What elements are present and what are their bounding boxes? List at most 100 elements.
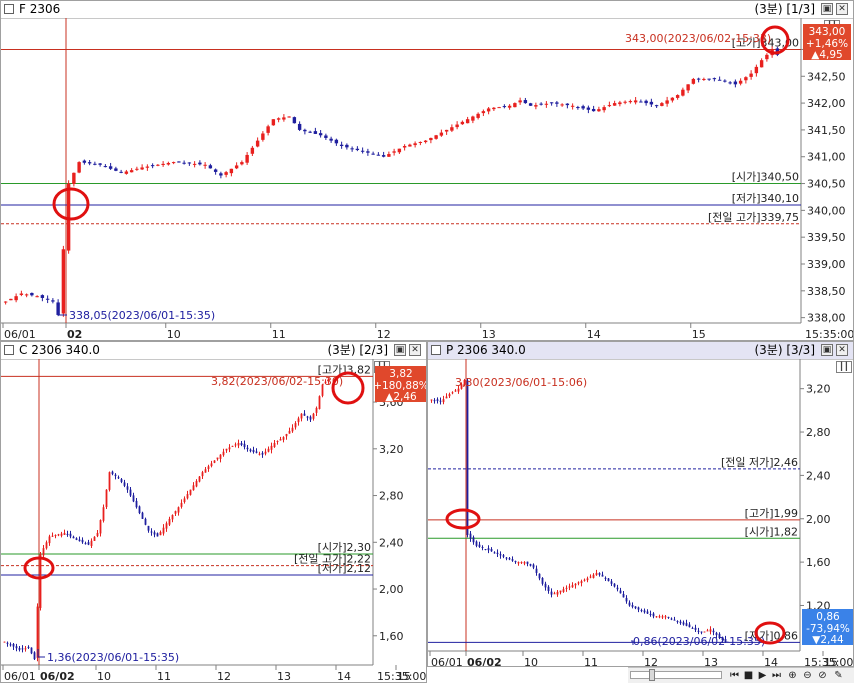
candle-body bbox=[51, 300, 55, 302]
close-icon[interactable]: ✕ bbox=[409, 344, 421, 356]
candle-body bbox=[387, 154, 391, 157]
candle-body bbox=[297, 418, 300, 423]
play-right-icon[interactable]: ▶ bbox=[758, 670, 767, 681]
candle-body bbox=[463, 380, 466, 385]
candle-body bbox=[493, 552, 496, 554]
candle-body bbox=[718, 633, 721, 638]
candle-body bbox=[198, 476, 201, 482]
candle-body bbox=[267, 448, 270, 452]
candle-body bbox=[177, 161, 181, 163]
candle-body bbox=[619, 590, 622, 594]
select-checkbox[interactable] bbox=[431, 345, 441, 355]
candle-body bbox=[189, 489, 192, 495]
candle-body bbox=[177, 507, 180, 513]
y-tick-label: 341,50 bbox=[807, 124, 846, 137]
restore-icon[interactable]: ▣ bbox=[821, 3, 833, 15]
restore-icon[interactable]: ▣ bbox=[394, 344, 406, 356]
candle-body bbox=[216, 457, 219, 460]
zoom-fit-icon[interactable]: ⊘ bbox=[818, 670, 827, 681]
candle-body bbox=[82, 160, 87, 163]
x-tick-label: 10 bbox=[167, 328, 181, 340]
price-box-change: ▲4,95 bbox=[811, 49, 842, 61]
candle-body bbox=[111, 471, 114, 475]
titlebar-p: P 2306 340.0 (3분) [3/3] ▣ ✕ bbox=[428, 342, 853, 360]
price-box-percent: +180,88% bbox=[373, 380, 426, 392]
candle-body bbox=[697, 630, 700, 632]
candle-body bbox=[203, 164, 207, 166]
candle-body bbox=[499, 554, 502, 556]
stop-icon[interactable]: ■ bbox=[743, 670, 754, 681]
scale-toggle-button[interactable]: ┃┃ bbox=[836, 361, 852, 373]
candle-body bbox=[3, 641, 6, 643]
candle-body bbox=[15, 646, 18, 649]
candle-body bbox=[225, 448, 228, 451]
candle-body bbox=[455, 124, 459, 128]
candle-body bbox=[628, 602, 631, 606]
candle-body bbox=[339, 144, 344, 146]
candle-body bbox=[559, 590, 562, 593]
settings-wrench-icon[interactable]: ✎ bbox=[834, 670, 843, 681]
candle-body bbox=[135, 500, 138, 508]
close-icon[interactable]: ✕ bbox=[836, 3, 848, 15]
reference-line-label: [고가]1,99 bbox=[745, 507, 798, 520]
candle-body bbox=[213, 169, 218, 172]
candle-body bbox=[754, 66, 759, 74]
candle-body bbox=[402, 146, 407, 148]
candle-body bbox=[324, 381, 327, 384]
candle-body bbox=[703, 631, 706, 633]
scroll-track[interactable] bbox=[630, 669, 722, 681]
close-icon[interactable]: ✕ bbox=[836, 344, 848, 356]
candle-body bbox=[433, 400, 436, 402]
zoom-in-icon[interactable]: ⊕ bbox=[788, 670, 797, 681]
titlebar-f: F 2306 (3분) [1/3] ▣ ✕ bbox=[1, 1, 853, 19]
scroll-end-right-icon[interactable]: ⏭ bbox=[772, 670, 781, 681]
candle-body bbox=[329, 138, 333, 141]
candle-body bbox=[613, 583, 616, 587]
candle-body bbox=[306, 416, 309, 418]
candle-body bbox=[487, 548, 490, 551]
x-tick-label: 15 bbox=[397, 670, 411, 682]
candle-body bbox=[723, 80, 727, 82]
candle-body bbox=[108, 472, 111, 490]
candle-body bbox=[562, 589, 565, 592]
candle-body bbox=[237, 442, 240, 446]
scroll-end-left-icon[interactable]: ⏮ bbox=[730, 670, 739, 681]
candle-body bbox=[132, 495, 135, 502]
x-tick-label: 06/01 bbox=[4, 328, 36, 340]
candle-body bbox=[252, 449, 255, 453]
candle-body bbox=[610, 581, 613, 584]
candle-body bbox=[168, 518, 171, 525]
candle-body bbox=[544, 583, 547, 588]
candle-body bbox=[300, 413, 303, 419]
candle-body bbox=[475, 541, 478, 546]
candle-body bbox=[646, 611, 649, 614]
candle-body bbox=[303, 413, 306, 416]
candle-body bbox=[162, 527, 165, 534]
candle-body bbox=[568, 586, 571, 588]
candle-body bbox=[3, 301, 8, 303]
scroll-thumb[interactable] bbox=[649, 669, 655, 681]
x-tick-label: 11 bbox=[584, 656, 598, 666]
candle-body bbox=[171, 162, 176, 164]
candle-body bbox=[460, 121, 465, 125]
candle-body bbox=[586, 578, 589, 581]
zoom-out-icon[interactable]: ⊖ bbox=[803, 670, 812, 681]
candle-body bbox=[159, 532, 162, 536]
candle-body bbox=[366, 151, 370, 153]
candle-body bbox=[643, 610, 646, 613]
candle-body bbox=[9, 644, 12, 646]
chart-title: P 2306 340.0 bbox=[446, 343, 526, 357]
candle-body bbox=[345, 144, 349, 148]
candle-body bbox=[12, 643, 15, 647]
reference-line-label: [전일 고가]2,22 bbox=[294, 552, 371, 566]
candle-body bbox=[61, 249, 66, 314]
reference-line-label: [시가]340,50 bbox=[732, 171, 799, 184]
candle-body bbox=[508, 558, 511, 560]
restore-icon[interactable]: ▣ bbox=[821, 344, 833, 356]
reference-line-label: [고가]3,82 bbox=[318, 363, 371, 376]
candle-body bbox=[565, 103, 570, 106]
candle-body bbox=[57, 534, 60, 536]
select-checkbox[interactable] bbox=[4, 4, 14, 14]
select-checkbox[interactable] bbox=[4, 345, 14, 355]
candle-body bbox=[312, 413, 315, 419]
